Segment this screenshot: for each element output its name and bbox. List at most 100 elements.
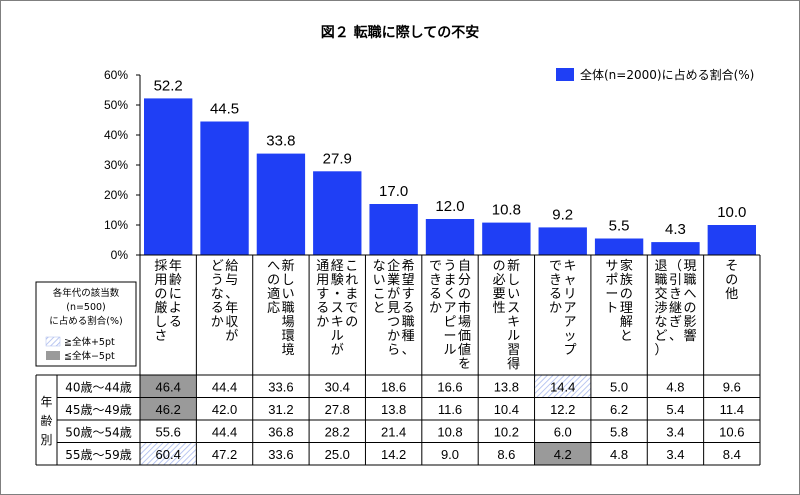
table-cell: 44.4 [212, 379, 237, 394]
category-label: サ [605, 259, 618, 274]
category-label: ッ [563, 329, 576, 344]
age-legend-text: (n=500) [66, 302, 106, 313]
bar-value-label: 27.9 [323, 150, 352, 167]
category-label: で [345, 301, 358, 316]
highlight-plus-cell [140, 443, 196, 465]
category-label: プ [563, 343, 576, 358]
category-label: れ [345, 273, 358, 288]
category-label: い [373, 273, 386, 288]
category-label: 引 [669, 273, 682, 288]
category-label: し [282, 273, 295, 288]
category-label: 価 [458, 329, 471, 344]
category-label: 職 [654, 273, 667, 288]
category-label: 業 [387, 272, 400, 288]
y-tick-label: 60% [104, 68, 128, 82]
category-label: ル [331, 329, 344, 344]
chart-title: 図２ 転職に際しての不安 [321, 24, 479, 41]
table-cell: 28.2 [325, 424, 350, 439]
table-cell: 8.4 [723, 447, 741, 462]
age-legend-box: 各年代の該当数 (n=500) に占める割合(%) ≧全体+5pt ≦全体−5pt [35, 281, 137, 367]
category-label: よ [169, 301, 182, 316]
category-label: 交 [654, 286, 667, 302]
category-label: る [429, 287, 442, 302]
table-cell: 18.6 [381, 379, 406, 394]
table-cell: 9.6 [723, 379, 741, 394]
category-label: 職 [402, 315, 415, 330]
category-label: ま [443, 273, 456, 288]
bar [313, 171, 362, 255]
category-label: る [402, 301, 415, 316]
category-label: う [211, 273, 224, 288]
category-label: 他 [725, 287, 738, 302]
bar [425, 219, 475, 255]
category-label: リ [563, 287, 576, 302]
category-label: の [458, 287, 471, 302]
bar [144, 98, 193, 256]
table-cell: 5.4 [666, 402, 684, 417]
table-cell: 10.2 [494, 424, 519, 439]
bar [707, 225, 756, 255]
category-label: 、 [669, 329, 682, 344]
category-label: こ [373, 287, 386, 302]
bar [538, 227, 587, 255]
category-label: ど [211, 259, 224, 274]
table-cell: 33.6 [268, 447, 293, 462]
table-cell: 8.6 [497, 447, 515, 462]
category-label: の [345, 315, 358, 330]
table-cell: 5.8 [610, 424, 628, 439]
category-label: 解 [620, 315, 633, 330]
legend: 全体(n=2000)に占める割合(%) [556, 67, 754, 82]
table-cell: 13.8 [381, 402, 406, 417]
category-label: き [549, 273, 562, 288]
category-label: 影 [683, 315, 696, 330]
legend-swatch [556, 68, 574, 81]
table-cell: 55.6 [156, 424, 181, 439]
category-label: 必 [493, 273, 506, 288]
age-row-label: 55歳～59歳 [65, 448, 132, 462]
bar-value-label: 10.8 [492, 202, 521, 219]
category-label: 与 [225, 273, 238, 288]
table-cell: 46.4 [156, 379, 181, 394]
category-label: 家 [620, 258, 633, 274]
category-label: の [725, 273, 738, 288]
category-label: の [620, 287, 633, 302]
category-label: る [169, 315, 182, 330]
category-label: が [331, 343, 344, 358]
category-label: 響 [683, 328, 696, 344]
bar-value-label: 17.0 [379, 183, 408, 200]
plus-legend-label: ≧全体+5pt [64, 336, 115, 348]
category-label: ア [563, 315, 576, 330]
category-label: そ [725, 259, 738, 274]
bar-value-label: 33.8 [266, 133, 295, 150]
category-label: ま [345, 287, 358, 302]
age-group-label: 齢 [40, 413, 52, 428]
category-label: す [402, 287, 415, 302]
bar-value-label: 44.5 [210, 101, 239, 118]
table-cell: 6.0 [554, 424, 572, 439]
legend-label: 全体(n=2000)に占める割合(%) [580, 67, 754, 82]
category-label: 習 [507, 343, 520, 358]
category-label: る [549, 287, 562, 302]
bar [369, 204, 418, 255]
category-label: 種 [402, 328, 415, 344]
category-label: 見 [387, 301, 400, 316]
highlight-minus-cell [140, 398, 196, 420]
plus-swatch [45, 336, 61, 347]
category-label: が [225, 329, 238, 344]
y-tick-label: 50% [104, 98, 128, 112]
category-label: 収 [225, 315, 238, 330]
table-cell: 46.2 [156, 402, 181, 417]
category-label: し [507, 273, 520, 288]
table-cell: 6.2 [610, 402, 628, 417]
category-label: 望 [402, 272, 415, 288]
category-label: ア [443, 301, 456, 316]
category-label: 齢 [169, 273, 182, 288]
category-label: さ [154, 329, 167, 344]
category-label: る [211, 301, 224, 316]
minus-swatch [46, 351, 60, 360]
table-cell: 10.6 [719, 424, 744, 439]
table-cell: 4.2 [554, 447, 572, 462]
bar [200, 121, 249, 255]
category-label: い [282, 287, 295, 302]
